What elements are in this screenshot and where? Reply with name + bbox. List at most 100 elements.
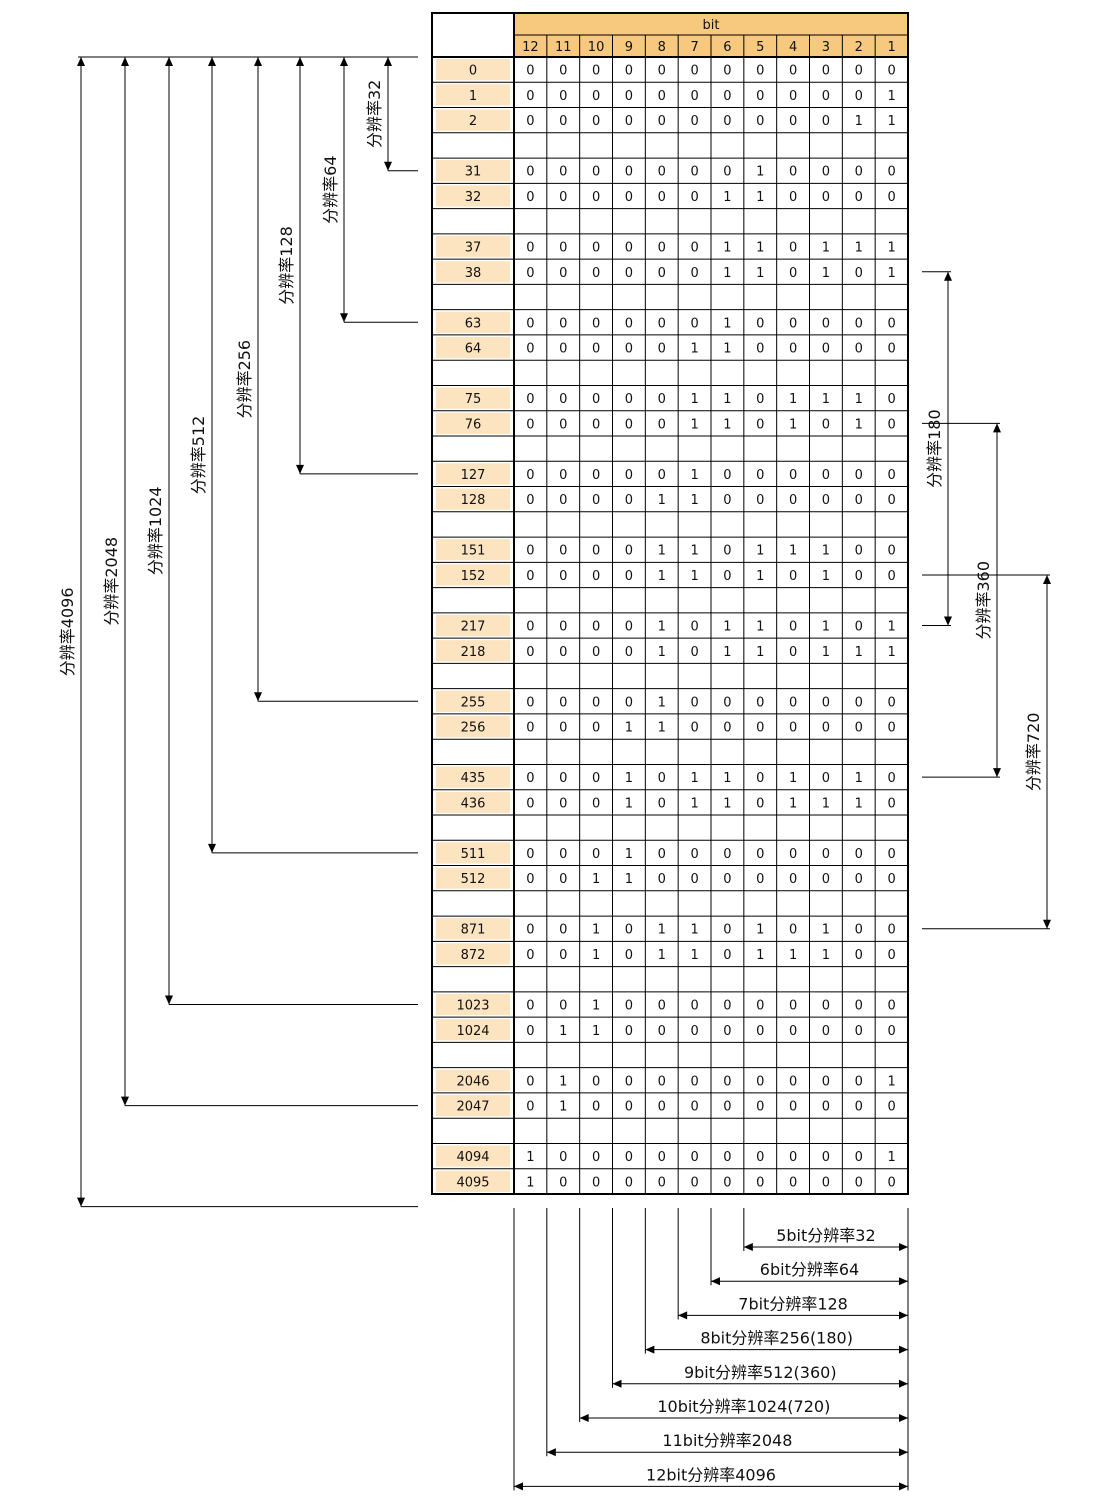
bit-cell-value: 0	[789, 64, 797, 79]
bit-cell-value: 0	[690, 695, 698, 710]
bit-cell-value: 0	[789, 923, 797, 938]
left-bracket-label: 分辨率1024	[146, 486, 165, 575]
right-bracket-label: 分辨率720	[1024, 713, 1043, 792]
bit-cell-value: 0	[625, 165, 633, 180]
right-bracket-label: 分辨率360	[974, 561, 993, 640]
bit-cell-value: 1	[756, 241, 764, 256]
bit-range-arrow-right	[899, 1345, 908, 1354]
bit-cell-value: 1	[822, 241, 830, 256]
bit-cell-value: 1	[756, 620, 764, 635]
row-label-background	[436, 235, 510, 258]
row-label-background	[436, 640, 510, 662]
bit-cell-value: 1	[723, 771, 731, 786]
bit-column-header: 7	[690, 40, 698, 55]
row-label: 0	[469, 64, 477, 79]
bit-cell-value: 0	[559, 645, 567, 660]
bit-cell-value: 0	[756, 695, 764, 710]
bit-cell-value: 0	[559, 114, 567, 129]
row-label-background	[436, 1170, 510, 1192]
bit-cell-value: 1	[592, 1024, 600, 1039]
bit-cell-value: 0	[756, 468, 764, 483]
bit-cell-value: 0	[592, 316, 600, 331]
bit-cell-value: 0	[756, 847, 764, 862]
bit-range-arrow-right	[899, 1243, 908, 1251]
bit-cell-value: 1	[789, 771, 797, 786]
bit-cell-value: 0	[658, 796, 666, 811]
row-label-background	[436, 842, 510, 864]
bit-column-header: 10	[588, 40, 605, 55]
bit-cell-value: 0	[592, 847, 600, 862]
bit-cell-value: 0	[855, 620, 863, 635]
bit-cell-value: 0	[526, 721, 534, 736]
bit-cell-value: 0	[855, 948, 863, 963]
bit-cell-value: 0	[887, 493, 895, 508]
bit-cell-value: 0	[526, 316, 534, 331]
bit-cell-value: 1	[526, 1150, 534, 1165]
bit-cell-value: 0	[559, 721, 567, 736]
bit-range-label: 10bit分辨率1024(720)	[657, 1397, 830, 1416]
bit-cell-value: 0	[526, 165, 534, 180]
left-bracket-arrow-up	[121, 57, 129, 66]
bit-cell-value: 1	[756, 645, 764, 660]
bit-range-arrow-right	[899, 1414, 908, 1422]
bit-cell-value: 0	[690, 165, 698, 180]
bit-cell-value: 0	[559, 468, 567, 483]
bit-cell-value: 0	[592, 1150, 600, 1165]
bit-cell-value: 0	[822, 190, 830, 205]
bit-cell-value: 0	[658, 114, 666, 129]
bit-cell-value: 0	[526, 417, 534, 432]
bit-cell-value: 1	[592, 923, 600, 938]
bit-cell-value: 0	[822, 114, 830, 129]
bit-cell-value: 0	[625, 1100, 633, 1115]
row-label: 32	[465, 190, 482, 205]
bit-cell-value: 0	[690, 114, 698, 129]
right-bracket-arrow-up	[993, 423, 1001, 433]
row-label-background	[436, 1094, 510, 1117]
bit-cell-value: 0	[822, 316, 830, 331]
left-bracket-arrow-down	[340, 313, 348, 323]
bit-cell-value: 0	[625, 999, 633, 1014]
bit-cell-value: 0	[789, 342, 797, 357]
bit-cell-value: 0	[789, 999, 797, 1014]
bit-cell-value: 1	[723, 190, 731, 205]
row-label: 2	[469, 114, 477, 129]
bit-cell-value: 0	[855, 266, 863, 281]
bit-cell-value: 0	[789, 89, 797, 104]
bit-cell-value: 0	[723, 721, 731, 736]
row-label: 37	[465, 241, 482, 256]
bit-cell-value: 0	[756, 771, 764, 786]
row-label-background	[436, 539, 510, 561]
row-label: 31	[465, 165, 482, 180]
row-label-background	[436, 412, 510, 434]
bit-cell-value: 0	[723, 544, 731, 559]
bit-cell-value: 1	[658, 721, 666, 736]
bit-cell-value: 1	[887, 620, 895, 635]
row-label-background	[436, 185, 510, 207]
row-label: 63	[465, 316, 482, 331]
bit-range-arrow-right	[899, 1277, 908, 1286]
bit-cell-value: 0	[625, 620, 633, 635]
row-label: 127	[461, 468, 486, 483]
bit-range-arrow-left	[612, 1379, 622, 1388]
bit-cell-value: 0	[887, 1175, 895, 1190]
bit-cell-value: 1	[723, 266, 731, 281]
bit-cell-value: 1	[789, 796, 797, 811]
left-bracket-arrow-down	[121, 1096, 129, 1106]
bit-cell-value: 1	[756, 266, 764, 281]
bit-cell-value: 1	[625, 721, 633, 736]
bit-cell-value: 0	[690, 1100, 698, 1115]
right-bracket-arrow-down	[944, 616, 952, 626]
bit-cell-value: 1	[789, 544, 797, 559]
bit-cell-value: 0	[526, 114, 534, 129]
row-label-background	[436, 766, 510, 788]
bit-cell-value: 0	[526, 1024, 534, 1039]
bit-column-header: 8	[658, 40, 666, 55]
bit-cell-value: 0	[822, 1074, 830, 1089]
bit-cell-value: 0	[592, 114, 600, 129]
bit-cell-value: 1	[625, 771, 633, 786]
bit-cell-value: 0	[625, 493, 633, 508]
bit-cell-value: 0	[789, 1175, 797, 1190]
bit-cell-value: 1	[723, 241, 731, 256]
bit-cell-value: 0	[723, 999, 731, 1014]
